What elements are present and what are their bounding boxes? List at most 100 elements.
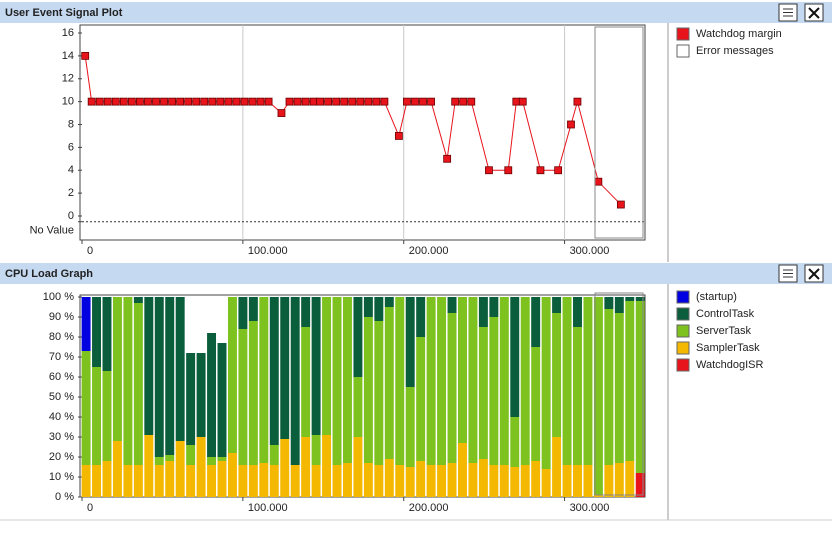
bar-segment [384, 297, 394, 307]
bar-segment [437, 465, 447, 497]
y-tick-label: 30 % [49, 431, 74, 443]
x-tick-label: 100.000 [248, 245, 288, 257]
close-button[interactable] [804, 264, 824, 283]
bar-segment [604, 297, 614, 309]
data-point [403, 97, 411, 106]
bar-segment [342, 297, 352, 463]
legend-swatch [676, 358, 690, 372]
data-point [127, 97, 136, 106]
legend-swatch [676, 290, 690, 304]
data-point [216, 97, 225, 106]
bar-segment [207, 333, 217, 457]
bar-segment [186, 353, 196, 445]
legend-label: (startup) [696, 291, 737, 303]
legend-label: Error messages [696, 45, 774, 57]
bar-segment [395, 297, 405, 465]
bar-segment [510, 297, 520, 417]
bar-segment [363, 463, 373, 497]
bar-segment [92, 297, 102, 367]
bar-segment [614, 463, 624, 497]
bar-segment [426, 465, 436, 497]
bar-segment [458, 443, 467, 497]
bar-segment [311, 435, 321, 465]
bar-segment [573, 297, 582, 327]
y-tick-label: 0 [68, 210, 74, 222]
bar-segment [593, 297, 603, 495]
data-point [160, 97, 168, 106]
bar-segment [217, 343, 227, 457]
y-tick-label: 50 % [49, 391, 74, 403]
legend-swatch [676, 44, 690, 58]
data-point [332, 97, 341, 106]
bar-segment [531, 461, 541, 497]
bar-segment [269, 297, 279, 445]
list-button[interactable] [778, 264, 798, 283]
data-point [301, 97, 310, 106]
y-tick-label: 40 % [49, 411, 74, 423]
bar-segment [353, 297, 363, 377]
bar-segment [102, 297, 112, 371]
data-point [232, 97, 241, 106]
y-tick-label: 12 [62, 73, 74, 85]
bar-segment [353, 377, 363, 437]
data-point [264, 97, 273, 106]
bar-segment [322, 435, 332, 497]
bar-segment [416, 461, 426, 497]
legend-label: ControlTask [696, 308, 755, 320]
bar-segment [384, 459, 394, 497]
y-tick-label: 10 [62, 96, 74, 108]
bar-segment [144, 435, 154, 497]
bar-segment [123, 465, 133, 497]
bar-segment [374, 465, 384, 497]
bar-segment [259, 297, 269, 463]
bar-segment [332, 297, 342, 465]
zoom-region [594, 26, 644, 239]
data-point [573, 97, 582, 106]
data-point [536, 166, 545, 175]
bar-segment [248, 465, 258, 497]
bar-segment [531, 297, 541, 347]
bar-segment [112, 441, 122, 497]
close-button[interactable] [804, 3, 824, 22]
bar-segment [311, 297, 321, 435]
bar-segment [259, 463, 269, 497]
bar-segment [374, 321, 384, 465]
bar-segment [447, 463, 457, 497]
zoom-region [594, 292, 644, 496]
bar-segment [238, 329, 248, 465]
bar-segment [573, 327, 582, 465]
data-point [459, 97, 468, 106]
bar-segment [165, 297, 175, 455]
bar-segment [186, 465, 196, 497]
bar-segment [552, 313, 562, 437]
bar-segment [562, 465, 572, 497]
data-point [152, 97, 160, 106]
bar-segment [489, 297, 499, 317]
data-point [554, 166, 563, 175]
bar-segment [92, 465, 102, 497]
data-point [309, 97, 318, 106]
data-point [372, 97, 381, 106]
bar-segment [541, 469, 551, 497]
data-point [111, 97, 120, 106]
data-point [594, 177, 603, 186]
data-point [208, 97, 217, 106]
y-tick-label: 0 % [55, 491, 74, 503]
bar-segment [478, 327, 488, 459]
list-button[interactable] [778, 3, 798, 22]
data-point [340, 97, 349, 106]
bar-segment [625, 301, 635, 461]
panel-title: CPU Load Graph [5, 268, 93, 280]
data-point [616, 200, 625, 209]
y-tick-label: No Value [30, 225, 74, 237]
bar-segment [81, 351, 91, 465]
legend-swatch [676, 341, 690, 355]
bar-segment [489, 317, 499, 465]
data-point [411, 97, 419, 106]
y-tick-label: 60 % [49, 371, 74, 383]
data-point [451, 97, 460, 106]
bar-segment [154, 457, 164, 465]
bar-segment [562, 297, 572, 465]
y-tick-label: 8 [68, 118, 74, 130]
data-point [168, 97, 176, 106]
